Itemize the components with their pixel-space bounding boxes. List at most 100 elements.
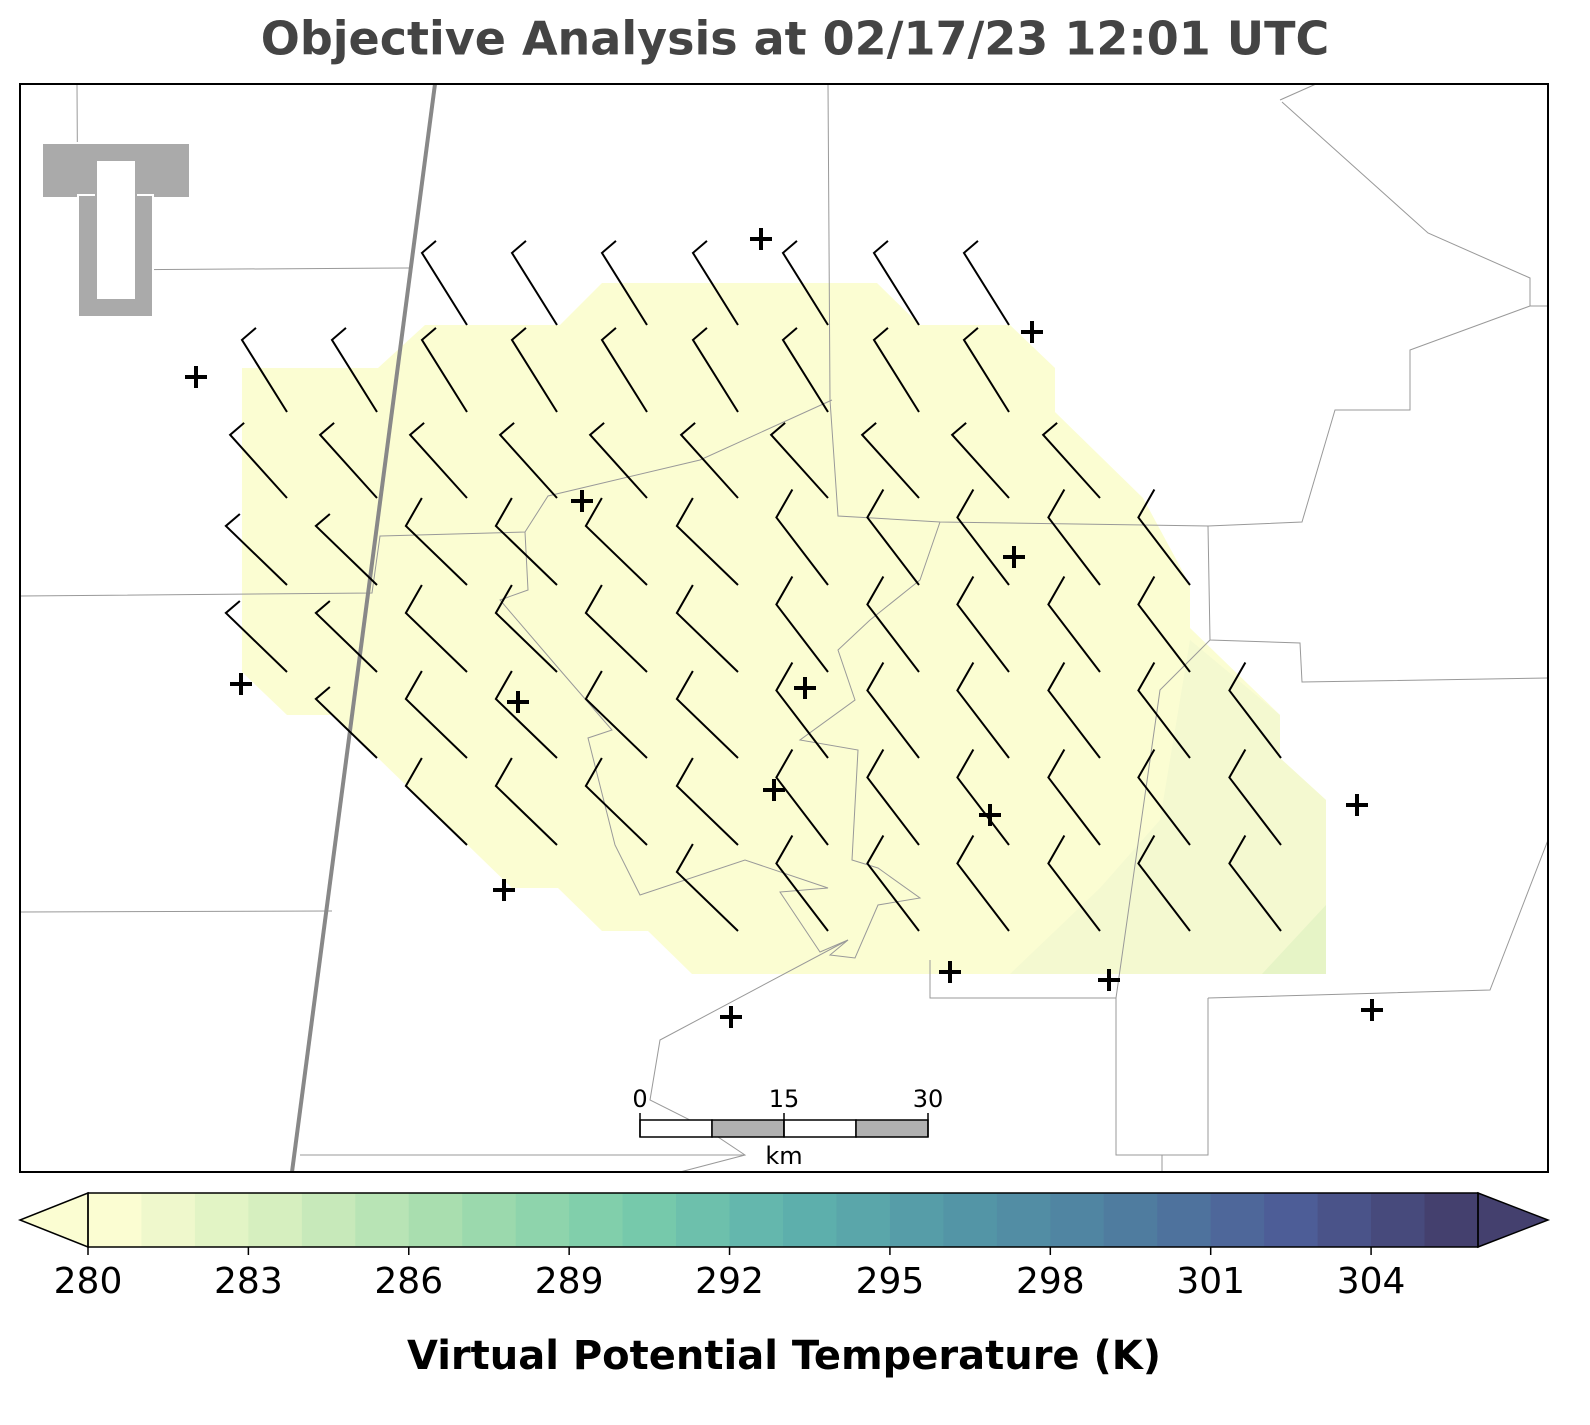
colorbar-tick-label: 289 [535, 1261, 604, 1302]
station-marker [1098, 969, 1120, 991]
wind-barb [775, 575, 829, 673]
wind-barb [872, 327, 920, 413]
wind-barb [1047, 488, 1101, 586]
wind-barb [314, 600, 378, 673]
logo [41, 142, 191, 318]
wind-barb [950, 422, 1010, 499]
station-marker [1003, 546, 1025, 568]
wind-barb [781, 327, 829, 413]
colorbar-bin [462, 1193, 517, 1247]
wind-barb [769, 422, 829, 499]
wind-barb [1137, 575, 1191, 673]
county-line [1281, 101, 1548, 307]
wind-barb [675, 757, 739, 846]
colorbar-tick-label: 292 [695, 1261, 764, 1302]
wind-barb [1047, 575, 1101, 673]
wind-barb [224, 513, 288, 586]
wind-barb [866, 748, 920, 846]
wind-barb [494, 497, 558, 586]
colorbar-tick-label: 304 [1337, 1261, 1406, 1302]
wind-barb [498, 422, 558, 499]
wind-barb [956, 834, 1010, 932]
colorbar-bin [729, 1193, 784, 1247]
scale-tick-label: 0 [632, 1085, 647, 1113]
county-line [19, 910, 333, 913]
wind-barb [1228, 748, 1282, 846]
wind-barb [872, 240, 920, 326]
wind-barb [962, 327, 1010, 413]
stations [185, 228, 1383, 1028]
wind-barb [588, 422, 648, 499]
wind-barb [408, 422, 468, 499]
colorbar-bin [408, 1193, 463, 1247]
scale-bar: 0 15 30 km [632, 1085, 943, 1170]
colorbar-bin [141, 1193, 196, 1247]
colorbar-tick-label: 283 [214, 1261, 283, 1302]
colorbar-extend-low [17, 1191, 89, 1249]
wind-barb [494, 670, 558, 759]
colorbar-bin [515, 1193, 570, 1247]
wind-barb [956, 661, 1010, 759]
wind-barb [584, 497, 648, 586]
wind-barb [510, 327, 558, 413]
colorbar-label: Virtual Potential Temperature (K) [407, 1333, 1161, 1379]
county-line [1279, 83, 1317, 101]
wind-barb [420, 240, 468, 326]
colorbar-bin [676, 1193, 731, 1247]
wind-barb [691, 327, 739, 413]
map-frame [19, 83, 1549, 1173]
wind-barb [956, 575, 1010, 673]
colorbar-tick-label: 301 [1176, 1261, 1245, 1302]
colorbar-bin [355, 1193, 410, 1247]
wind-barb [775, 834, 829, 932]
colorbar-bin [1424, 1193, 1479, 1247]
wind-barb [404, 584, 468, 673]
colorbar-bin [622, 1193, 677, 1247]
wind-barb [1228, 661, 1282, 759]
station-marker [750, 228, 772, 250]
scale-segment [855, 1119, 929, 1138]
colorbar-bin [1210, 1193, 1265, 1247]
wind-barb [675, 843, 739, 932]
station-marker [979, 804, 1001, 826]
wind-barb [866, 575, 920, 673]
wind-barb [775, 748, 829, 846]
wind-barb [494, 584, 558, 673]
wind-barb [675, 670, 739, 759]
wind-barb [866, 488, 920, 586]
wind-barb [584, 757, 648, 846]
colorbar-bin [1264, 1193, 1319, 1247]
county-line [649, 939, 849, 1173]
analysis-region-warm [1010, 640, 1326, 974]
colorbar-extend-high [1477, 1191, 1551, 1249]
wind-barb [404, 670, 468, 759]
colorbar-bin [996, 1193, 1051, 1247]
colorbar-bin [1103, 1193, 1158, 1247]
wind-barb [318, 422, 378, 499]
wind-barb [1041, 422, 1101, 499]
colorbar-bin [248, 1193, 303, 1247]
wind-barb [1137, 661, 1191, 759]
wind-barb [330, 327, 378, 413]
station-marker [230, 673, 252, 695]
wind-barb [775, 661, 829, 759]
wind-barb [1137, 748, 1191, 846]
colorbar-tick-label: 286 [374, 1261, 443, 1302]
wind-barb [584, 584, 648, 673]
colorbar-bin [88, 1193, 142, 1247]
station-marker [763, 779, 785, 801]
station-marker [571, 490, 593, 512]
scale-segment [639, 1119, 713, 1138]
wind-barb [775, 488, 829, 586]
wind-barb [510, 240, 558, 326]
wind-barb [600, 327, 648, 413]
wind-barb [494, 757, 558, 846]
wind-barb [675, 584, 739, 673]
scale-segment [711, 1119, 785, 1138]
scale-segment [783, 1119, 857, 1138]
wind-barb [404, 757, 468, 846]
colorbar-tick-label: 280 [54, 1261, 123, 1302]
station-marker [1021, 321, 1043, 343]
analysis-region-warmer [1262, 905, 1326, 974]
